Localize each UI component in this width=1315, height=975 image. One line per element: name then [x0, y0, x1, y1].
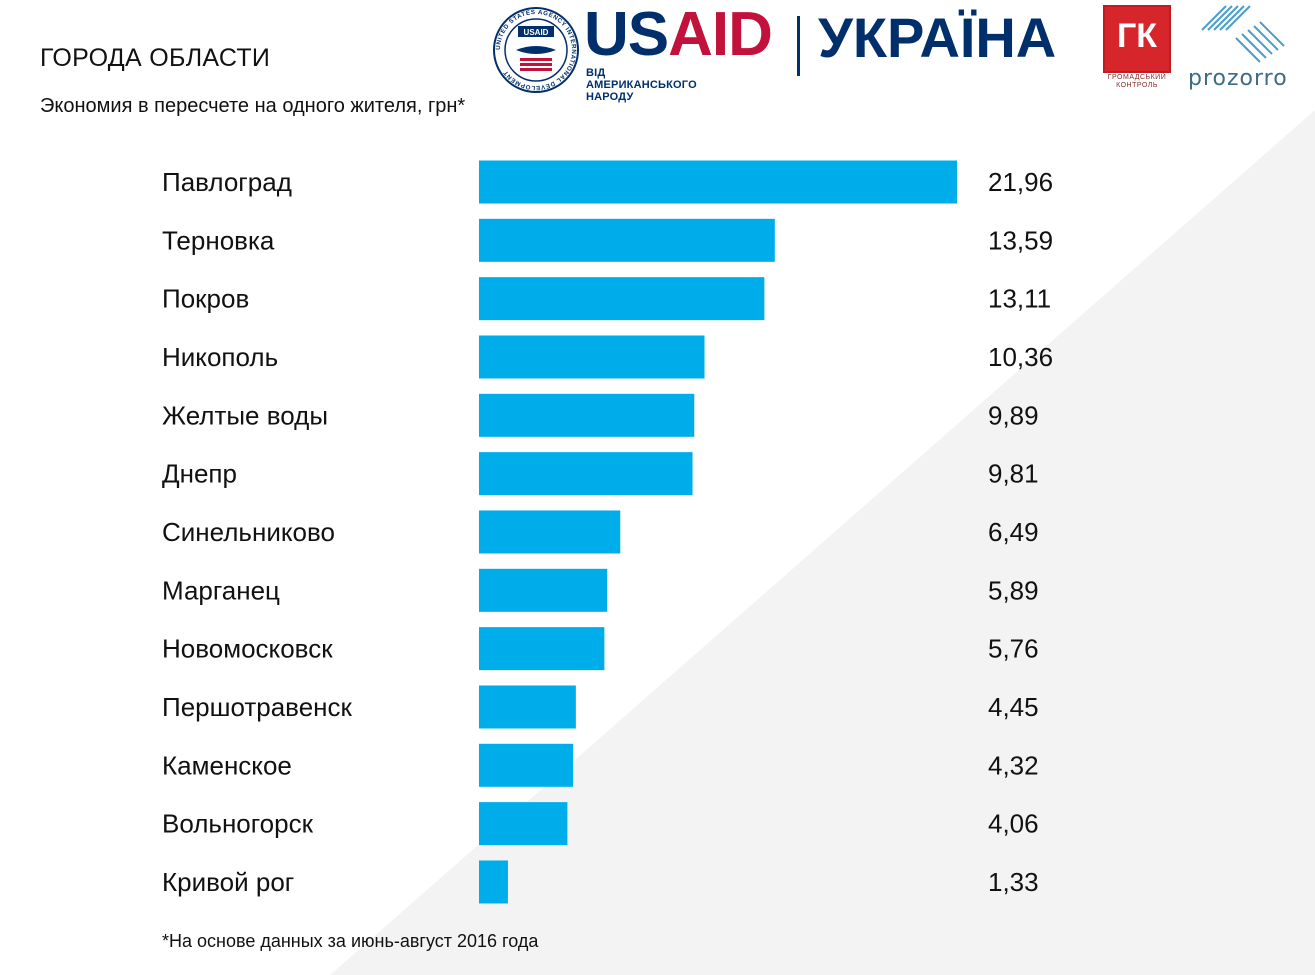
chart-subtitle: Экономия в пересчете на одного жителя, г…: [40, 95, 466, 117]
value-label-1: 13,59: [988, 225, 1053, 255]
category-label-8: Новомосковск: [162, 634, 333, 664]
value-label-12: 1,33: [988, 867, 1039, 897]
category-label-1: Терновка: [162, 225, 275, 255]
value-label-6: 6,49: [988, 517, 1039, 547]
bar-0: [479, 160, 957, 204]
category-label-12: Кривой рог: [162, 867, 294, 897]
prozorro-wordmark: prozorro: [1188, 66, 1288, 91]
category-label-3: Никополь: [162, 342, 278, 372]
ukraina-wordmark: УКРАЇНА: [818, 6, 1057, 69]
category-label-4: Желтые воды: [162, 400, 328, 430]
bar-2: [479, 277, 765, 321]
bar-9: [479, 685, 576, 729]
value-label-3: 10,36: [988, 342, 1053, 372]
value-label-9: 4,45: [988, 692, 1039, 722]
bar-4: [479, 393, 695, 437]
value-label-8: 5,76: [988, 634, 1039, 664]
value-label-2: 13,11: [988, 284, 1051, 314]
gk-caption-line-2: КОНТРОЛЬ: [1116, 82, 1158, 89]
category-label-7: Марганец: [162, 575, 280, 605]
bar-12: [479, 860, 508, 904]
usaid-wordmark: USAID: [584, 0, 773, 69]
bar-11: [479, 802, 568, 846]
category-label-10: Каменское: [162, 750, 292, 780]
usaid-seal-icon: UNITED STATES AGENCY INTERNATIONAL DEVEL…: [493, 7, 579, 93]
gk-caption-line-1: ГРОМАДСЬКИЙ: [1107, 74, 1167, 81]
bar-1: [479, 218, 775, 262]
usaid-tagline: ВІД АМЕРИКАНСЬКОГО НАРОДУ: [586, 67, 697, 103]
value-label-0: 21,96: [988, 167, 1053, 197]
bar-10: [479, 743, 574, 787]
value-label-4: 9,89: [988, 400, 1039, 430]
gk-logo-text: ГК: [1116, 17, 1158, 55]
value-label-11: 4,06: [988, 809, 1039, 839]
logo-divider: [797, 16, 800, 76]
category-label-11: Вольногорск: [162, 809, 314, 839]
category-label-9: Першотравенск: [162, 692, 353, 722]
prozorro-mark-icon: [1201, 5, 1285, 63]
background-wedge-shape: [330, 110, 1315, 975]
category-label-5: Днепр: [162, 459, 237, 489]
gk-logo: ГК: [1103, 5, 1171, 73]
value-label-10: 4,32: [988, 750, 1039, 780]
category-label-0: Павлоград: [162, 167, 292, 197]
seal-center-text: USAID: [524, 28, 549, 37]
bar-3: [479, 335, 705, 379]
bar-5: [479, 452, 693, 496]
value-label-7: 5,89: [988, 575, 1039, 605]
footnote: *На основе данных за июнь-август 2016 го…: [162, 931, 539, 951]
category-label-6: Синельниково: [162, 517, 335, 547]
value-label-5: 9,81: [988, 459, 1039, 489]
page-title: ГОРОДА ОБЛАСТИ: [40, 44, 271, 72]
gk-caption: ГРОМАДСЬКИЙ КОНТРОЛЬ: [1098, 74, 1176, 90]
category-label-2: Покров: [162, 284, 249, 314]
bar-6: [479, 510, 621, 554]
bar-8: [479, 627, 605, 671]
bar-7: [479, 568, 608, 612]
